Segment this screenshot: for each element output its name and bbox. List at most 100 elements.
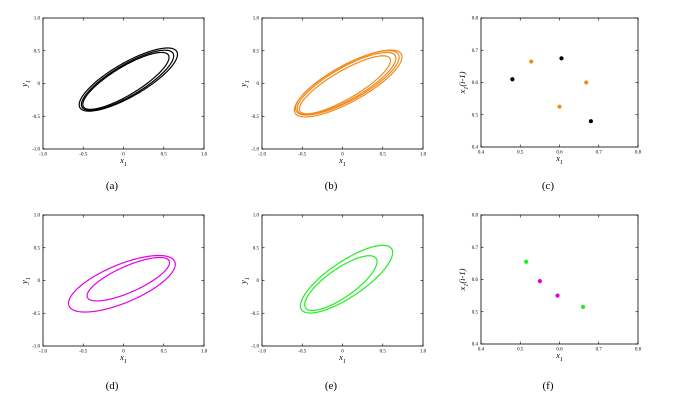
plot-frame xyxy=(261,17,424,150)
orbit-loop xyxy=(78,47,179,112)
panel-caption: (d) xyxy=(106,380,119,392)
orbit-loop xyxy=(67,254,176,313)
x-axis-label: x1 xyxy=(555,153,563,166)
x-tick-label: 0.7 xyxy=(596,348,603,353)
x-tick-label: 1.0 xyxy=(420,350,427,355)
x-tick-label: 0.5 xyxy=(161,153,168,158)
y-tick-label: 0.8 xyxy=(472,17,479,22)
y-axis-label: y1 xyxy=(19,277,32,285)
x-tick-label: 0 xyxy=(122,153,125,158)
scatter-point xyxy=(559,56,564,61)
x-axis-label: x1 xyxy=(338,155,346,168)
y-tick-label: 0 xyxy=(257,82,260,87)
y-tick-label: -0.5 xyxy=(32,312,40,317)
panel-f: 0.4 0.5 0.6 0.7 0.8 0.4 0.5 0.6 0.7 0.8 x1 x1(i-1) (… xyxy=(457,214,642,392)
scatter-point xyxy=(524,259,529,264)
scatter-point xyxy=(584,80,589,85)
orbit-loop xyxy=(80,49,175,111)
plot-frame xyxy=(42,17,205,150)
y-tick-label: -1.0 xyxy=(251,345,259,350)
x-tick-label: 0.4 xyxy=(478,151,485,156)
x-tick-label: -1.0 xyxy=(39,350,47,355)
y-tick-label: 0.8 xyxy=(472,214,479,219)
y-axis-label: y1 xyxy=(19,80,32,88)
y-tick-label: 0.6 xyxy=(472,278,479,283)
y-tick-label: -0.5 xyxy=(32,115,40,120)
scatter-point xyxy=(557,104,562,109)
x-tick-label: 0.7 xyxy=(596,151,603,156)
x-tick-label: -1.0 xyxy=(258,153,266,158)
y-tick-label: 0.7 xyxy=(472,49,479,54)
plot-frame xyxy=(480,214,639,345)
x-tick-label: 0 xyxy=(341,350,344,355)
y-tick-label: -1.0 xyxy=(251,148,259,153)
panel-caption: (a) xyxy=(106,180,119,192)
x-tick-label: 0.8 xyxy=(635,348,642,353)
x-tick-label: 0 xyxy=(122,350,125,355)
orbit-loop xyxy=(296,51,397,116)
y-tick-label: 0 xyxy=(38,82,41,87)
y-tick-label: 0.5 xyxy=(253,246,260,251)
scatter-point xyxy=(510,77,515,82)
panel-caption: (f) xyxy=(543,380,554,392)
y-axis-label: y1 xyxy=(238,80,251,88)
x-tick-label: 0.4 xyxy=(478,348,485,353)
orbit-loop xyxy=(299,244,394,314)
panel-e: -1.0 -0.5 0 0.5 1.0 -1.0 -0.5 0 0.5 1.0 x1 y1 (e) xyxy=(238,214,427,392)
x-axis-label: x1 xyxy=(338,352,346,365)
scatter-point xyxy=(580,304,586,310)
panel-a: -1.0 -0.5 0 0.5 1.0 -1.0 -0.5 0 0.5 1.0 x1 y1 (a) xyxy=(19,17,208,192)
orbit-loop xyxy=(294,50,400,116)
y-tick-label: 0.4 xyxy=(472,343,479,348)
plot-frame xyxy=(42,214,205,347)
y-axis-label: x1(i-1) xyxy=(457,268,470,291)
panel-c: 0.4 0.5 0.6 0.7 0.8 0.4 0.5 0.6 0.7 0.8 x1 x1(i-1) (… xyxy=(457,17,642,192)
x-tick-label: 1.0 xyxy=(420,153,427,158)
y-tick-label: 0.5 xyxy=(472,310,479,315)
panel-d: -1.0 -0.5 0 0.5 1.0 -1.0 -0.5 0 0.5 1.0 x1 y1 (d) xyxy=(19,214,208,392)
x-tick-label: -1.0 xyxy=(39,153,47,158)
x-tick-label: 0.5 xyxy=(517,348,524,353)
orbit-loop xyxy=(298,55,392,115)
panel-caption: (b) xyxy=(325,180,338,192)
x-axis-label: x1 xyxy=(119,155,127,168)
x-axis-label: x1 xyxy=(555,350,563,363)
x-tick-label: -0.5 xyxy=(298,153,306,158)
x-tick-label: 0.5 xyxy=(380,153,387,158)
x-tick-label: -0.5 xyxy=(298,350,306,355)
y-tick-label: 1.0 xyxy=(34,17,41,22)
y-tick-label: -0.5 xyxy=(251,115,259,120)
x-tick-label: 0.6 xyxy=(556,151,563,156)
x-tick-label: 1.0 xyxy=(201,153,208,158)
y-tick-label: 0.5 xyxy=(34,246,41,251)
x-tick-label: 0 xyxy=(341,153,344,158)
x-tick-label: -0.5 xyxy=(79,153,87,158)
x-tick-label: 0.5 xyxy=(161,350,168,355)
orbit-loop xyxy=(293,49,403,118)
y-tick-label: 0.5 xyxy=(472,113,479,118)
x-tick-label: -1.0 xyxy=(258,350,266,355)
scatter-point xyxy=(537,279,542,284)
scatter-point xyxy=(555,293,560,298)
panel-caption: (e) xyxy=(325,380,338,392)
panel-b: -1.0 -0.5 0 0.5 1.0 -1.0 -0.5 0 0.5 1.0 x1 y1 (b) xyxy=(238,17,427,192)
y-tick-label: 0.5 xyxy=(253,49,260,54)
orbit-loop xyxy=(304,255,378,312)
y-tick-label: 0 xyxy=(257,279,260,284)
y-tick-label: -1.0 xyxy=(32,148,40,153)
y-tick-label: 0.7 xyxy=(472,246,479,251)
x-tick-label: 0.6 xyxy=(556,348,563,353)
y-tick-label: 1.0 xyxy=(253,17,260,22)
y-tick-label: 0 xyxy=(38,279,41,284)
y-tick-label: 0.6 xyxy=(472,81,479,86)
plot-frame xyxy=(261,214,424,347)
orbit-loop xyxy=(82,51,170,110)
y-axis-label: y1 xyxy=(238,277,251,285)
y-tick-label: -1.0 xyxy=(32,345,40,350)
x-tick-label: 0.5 xyxy=(380,350,387,355)
y-tick-label: 1.0 xyxy=(34,214,41,219)
y-axis-label: x1(i-1) xyxy=(457,71,470,94)
plot-frame xyxy=(480,17,639,148)
x-tick-label: 1.0 xyxy=(201,350,208,355)
panel-caption: (c) xyxy=(542,180,555,192)
